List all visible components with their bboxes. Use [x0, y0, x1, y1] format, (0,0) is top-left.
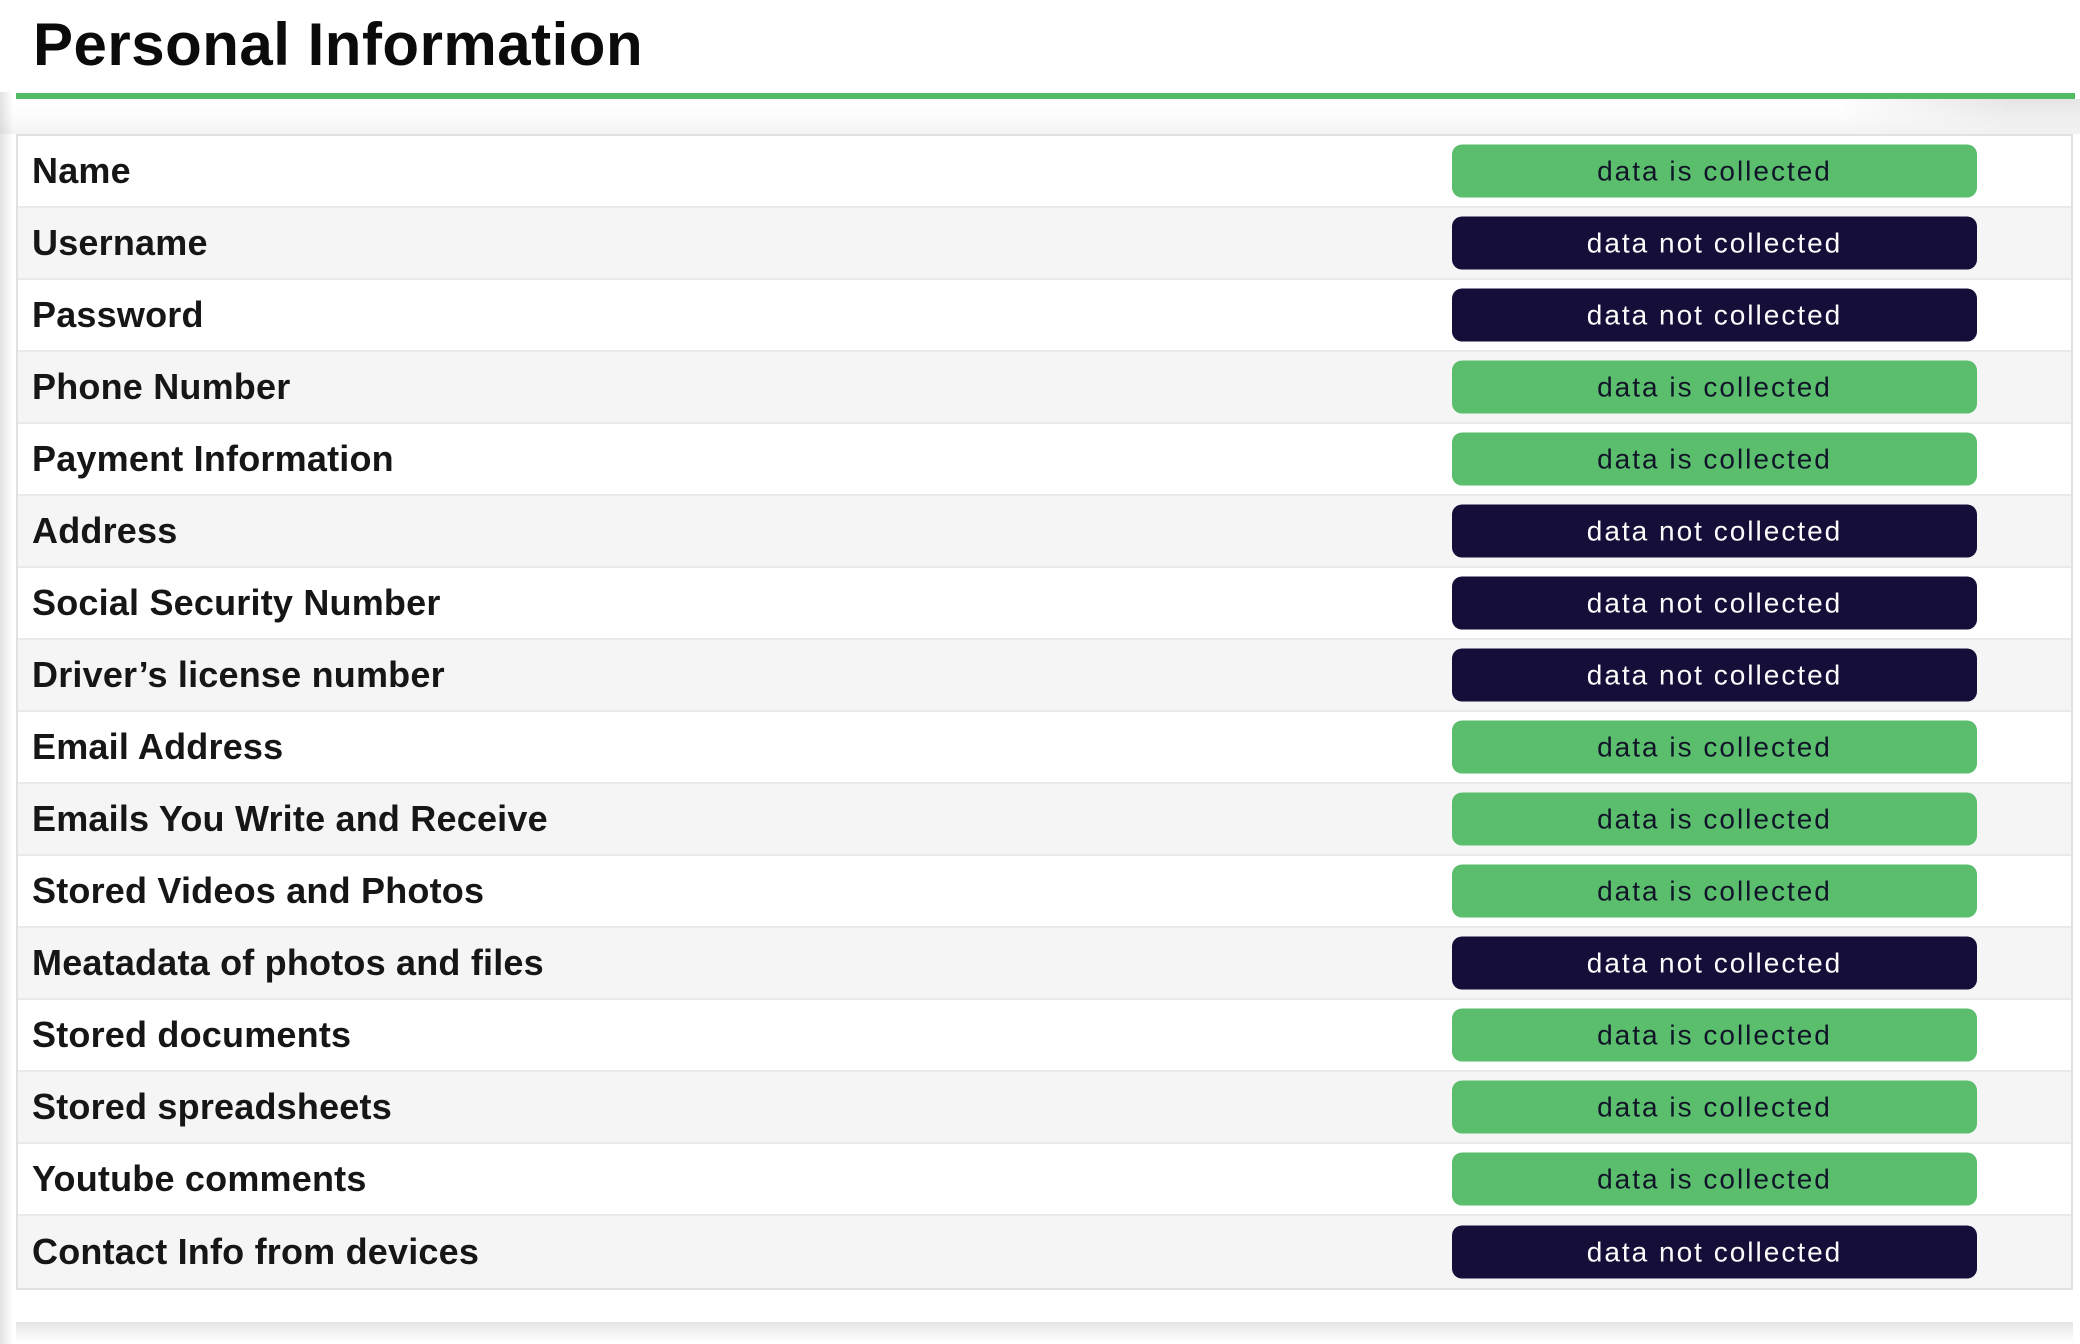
row-label: Address — [32, 510, 178, 551]
data-collection-table: Name data is collected Username data not… — [16, 134, 2073, 1290]
status-badge: data is collected — [1452, 1008, 1977, 1062]
status-badge: data is collected — [1452, 432, 1977, 486]
top-right-shadow — [1840, 99, 2080, 136]
row-label: Phone Number — [32, 366, 291, 407]
row-label: Contact Info from devices — [32, 1231, 480, 1272]
header-shadow — [0, 99, 2080, 134]
row-label: Emails You Write and Receive — [32, 798, 548, 839]
status-badge: data not collected — [1452, 288, 1977, 342]
table-row: Address data not collected — [18, 496, 2071, 568]
table-row: Stored Videos and Photos data is collect… — [18, 856, 2071, 928]
row-label: Stored spreadsheets — [32, 1086, 392, 1127]
table-row: Emails You Write and Receive data is col… — [18, 784, 2071, 856]
status-badge: data is collected — [1452, 1152, 1977, 1206]
table-row: Stored spreadsheets data is collected — [18, 1072, 2071, 1144]
table-bottom-shadow — [16, 1322, 2073, 1343]
row-label: Youtube comments — [32, 1158, 367, 1199]
table-row: Phone Number data is collected — [18, 352, 2071, 424]
status-badge: data not collected — [1452, 648, 1977, 702]
table-row: Contact Info from devices data not colle… — [18, 1216, 2071, 1288]
page-title: Personal Information — [33, 10, 644, 78]
status-badge: data not collected — [1452, 216, 1977, 270]
status-badge: data is collected — [1452, 720, 1977, 774]
row-label: Name — [32, 150, 131, 191]
table-row: Username data not collected — [18, 208, 2071, 280]
status-badge: data not collected — [1452, 1225, 1977, 1279]
table-row: Name data is collected — [18, 136, 2071, 208]
table-row: Email Address data is collected — [18, 712, 2071, 784]
table-row: Password data not collected — [18, 280, 2071, 352]
row-label: Driver’s license number — [32, 654, 445, 695]
status-badge: data not collected — [1452, 936, 1977, 990]
table-row: Meatadata of photos and files data not c… — [18, 928, 2071, 1000]
row-label: Meatadata of photos and files — [32, 942, 544, 983]
row-label: Username — [32, 222, 208, 263]
status-badge: data is collected — [1452, 144, 1977, 198]
row-label: Stored documents — [32, 1014, 352, 1055]
table-row: Youtube comments data is collected — [18, 1144, 2071, 1216]
status-badge: data not collected — [1452, 576, 1977, 630]
row-label: Stored Videos and Photos — [32, 870, 485, 911]
table-row: Social Security Number data not collecte… — [18, 568, 2071, 640]
table-row: Payment Information data is collected — [18, 424, 2071, 496]
row-label: Password — [32, 294, 204, 335]
row-label: Social Security Number — [32, 582, 441, 623]
table-row: Stored documents data is collected — [18, 1000, 2071, 1072]
status-badge: data not collected — [1452, 504, 1977, 558]
row-label: Email Address — [32, 726, 284, 767]
table-row: Driver’s license number data not collect… — [18, 640, 2071, 712]
left-edge-shadow — [0, 92, 13, 1344]
row-label: Payment Information — [32, 438, 394, 479]
status-badge: data is collected — [1452, 864, 1977, 918]
status-badge: data is collected — [1452, 1080, 1977, 1134]
status-badge: data is collected — [1452, 792, 1977, 846]
status-badge: data is collected — [1452, 360, 1977, 414]
title-underline — [16, 93, 2075, 99]
